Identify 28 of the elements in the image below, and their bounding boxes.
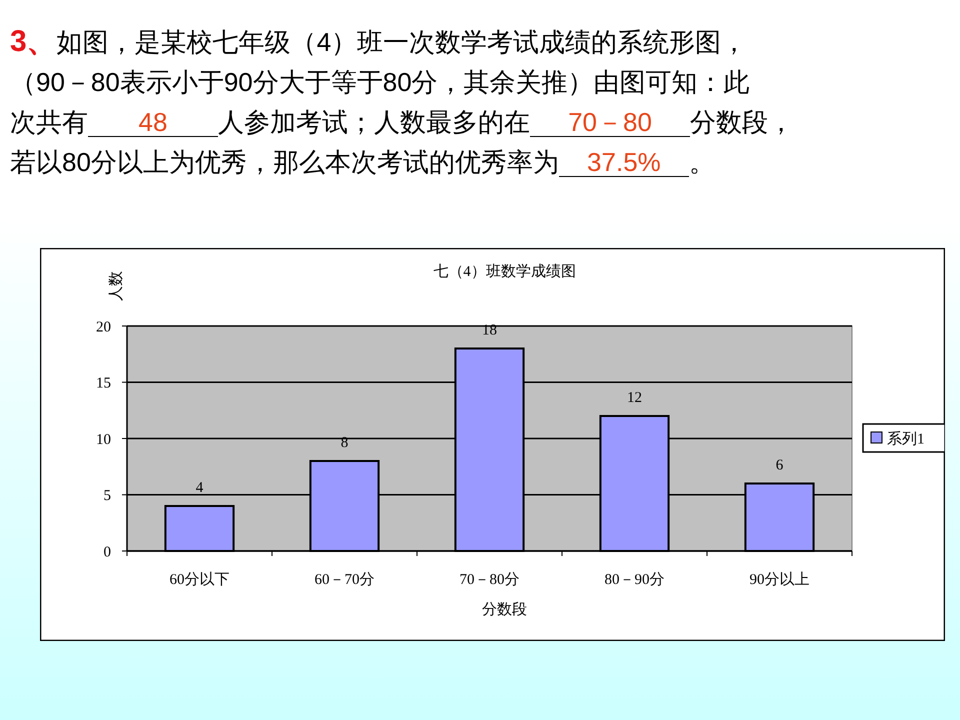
data-label: 4 <box>196 480 204 496</box>
text: 次共有 <box>10 107 88 137</box>
x-tick-label: 70－80分 <box>460 571 520 588</box>
text: 若以80分以上为优秀，那么本次考试的优秀率为 <box>10 147 559 177</box>
chart-title: 七（4）班数学成绩图 <box>433 263 576 280</box>
x-tick-label: 80－90分 <box>604 571 664 588</box>
text: （90－80表示小于90分大于等于80分，其余关推）由图可知：此 <box>10 67 750 97</box>
text: 3、 <box>10 25 57 58</box>
x-axis-title: 分数段 <box>482 601 527 618</box>
text: 37.5% <box>558 147 689 177</box>
y-tick-label: 10 <box>96 432 111 448</box>
text: 如图，是某校七年级（4）班一次数学考试成绩的系统形图， <box>56 27 748 57</box>
data-label: 6 <box>776 458 784 474</box>
text: 。 <box>688 147 715 177</box>
legend-label: 系列1 <box>887 430 924 448</box>
x-tick-label: 90分以上 <box>750 571 810 588</box>
x-tick-label: 60－70分 <box>314 571 374 588</box>
data-label: 12 <box>627 390 642 406</box>
y-tick-label: 0 <box>104 544 111 560</box>
x-tick-label: 60分以下 <box>170 571 230 588</box>
y-tick-label: 15 <box>96 376 111 392</box>
text: 人参加考试；人数最多的在 <box>218 107 530 137</box>
text: 48 <box>88 107 218 137</box>
y-axis-title: 人数 <box>108 271 124 301</box>
text: 分数段， <box>690 107 794 137</box>
y-tick-label: 5 <box>104 488 111 504</box>
text: 70－80 <box>530 107 690 137</box>
y-tick-label: 20 <box>96 319 111 336</box>
